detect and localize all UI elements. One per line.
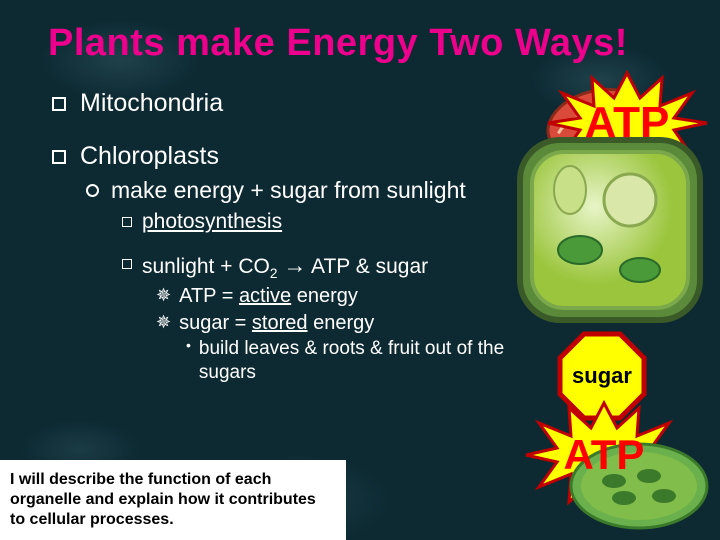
dot-bullet-icon: • — [186, 337, 191, 355]
circle-bullet-icon — [86, 184, 99, 197]
bullet-text: make energy + sugar from sunlight — [111, 177, 466, 204]
small-square-bullet-icon — [122, 259, 132, 269]
eq-pre: sunlight + CO — [142, 255, 270, 278]
star-bullet-icon: ✵ — [156, 285, 171, 306]
bullet-text: photosynthesis — [142, 210, 282, 234]
square-bullet-icon — [52, 97, 66, 111]
bullet-text: build leaves & roots & fruit out of the … — [199, 337, 516, 385]
t2: stored — [252, 312, 308, 334]
burst-label: ATP — [585, 98, 670, 148]
bullet-build: • build leaves & roots & fruit out of th… — [186, 337, 516, 385]
t3: energy — [291, 285, 358, 307]
eq-post: ATP & sugar — [306, 255, 428, 278]
octagon-label: sugar — [572, 363, 632, 389]
bullet-text: ATP = active energy — [179, 285, 358, 308]
t1: ATP = — [179, 285, 239, 307]
bullet-text: sunlight + CO2 → ATP & sugar — [142, 252, 428, 281]
bullet-text: Mitochondria — [80, 89, 223, 118]
burst-label: ATP — [564, 431, 645, 479]
star-bullet-icon: ✵ — [156, 312, 171, 333]
atp-starburst-top: ATP — [542, 68, 712, 178]
bullet-text: sugar = stored energy — [179, 312, 374, 335]
small-square-bullet-icon — [122, 217, 132, 227]
bullet-text: Chloroplasts — [80, 142, 219, 171]
arrow-icon: → — [283, 252, 306, 278]
eq-sub: 2 — [270, 266, 278, 281]
t1: sugar = — [179, 312, 252, 334]
t2: active — [239, 285, 291, 307]
atp-starburst-bottom: ATP — [524, 400, 684, 510]
t3: energy — [308, 312, 375, 334]
slide-title: Plants make Energy Two Ways! — [0, 0, 720, 65]
square-bullet-icon — [52, 150, 66, 164]
footer-note: I will describe the function of each org… — [0, 460, 346, 540]
